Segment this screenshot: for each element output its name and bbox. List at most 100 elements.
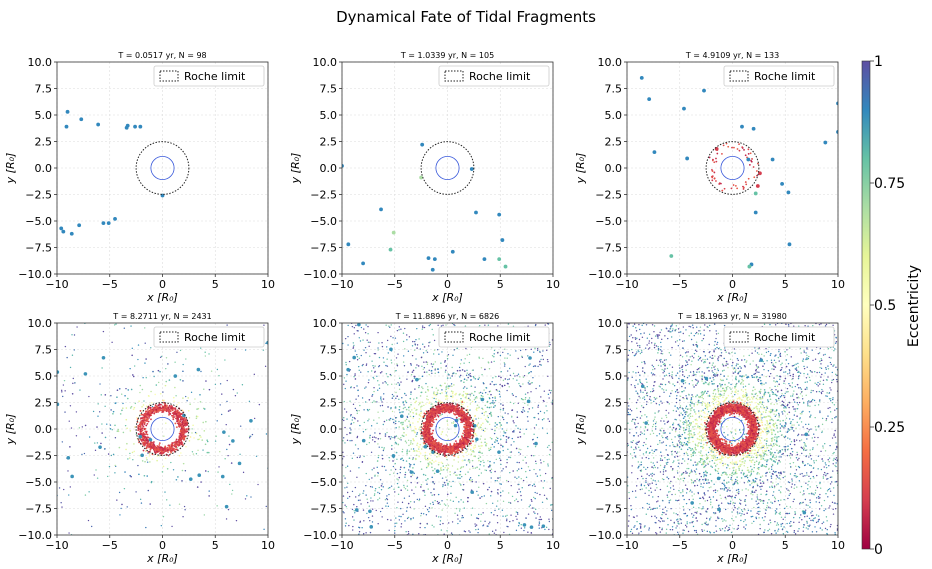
fragment-point xyxy=(364,428,367,431)
fragment-point xyxy=(534,347,536,350)
fragment-point xyxy=(370,370,373,372)
fragment-point xyxy=(383,448,385,450)
fragment-point xyxy=(464,459,466,461)
fragment-point xyxy=(145,457,148,459)
y-tick-label: 5.0 xyxy=(320,109,338,122)
y-tick-label: 7.5 xyxy=(35,83,53,96)
y-tick-label: −7.5 xyxy=(310,242,337,255)
x-tick-label: −10 xyxy=(330,278,353,291)
fragment-point xyxy=(413,508,415,510)
fragment-point xyxy=(112,453,115,456)
fragment-point xyxy=(176,420,178,423)
fragment-point xyxy=(423,404,425,407)
fragment-point xyxy=(413,340,416,343)
fragment-point xyxy=(397,437,399,440)
y-tick-label: 0.0 xyxy=(35,162,53,175)
fragment-point xyxy=(472,467,474,469)
fragment-point xyxy=(455,411,458,413)
fragment-point xyxy=(414,486,417,488)
fragment-point xyxy=(378,356,381,359)
fragment-point xyxy=(503,432,505,434)
fragment-point xyxy=(466,369,468,372)
fragment-point xyxy=(216,420,218,422)
fragment-point xyxy=(356,412,359,415)
fragment-point xyxy=(484,438,486,440)
fragment-point xyxy=(480,394,483,397)
fragment-point xyxy=(418,498,421,500)
fragment-point xyxy=(374,401,377,403)
fragment-point xyxy=(118,491,121,494)
fragment-point xyxy=(437,389,439,391)
fragment-point xyxy=(539,493,541,496)
fragment-point xyxy=(129,430,132,432)
fragment-point xyxy=(130,405,133,408)
fragment-point xyxy=(780,182,784,186)
fragment-point xyxy=(451,422,453,424)
fragment-point xyxy=(167,408,170,411)
fragment-point xyxy=(420,424,422,427)
fragment-point xyxy=(743,148,745,151)
fragment-point xyxy=(207,451,210,454)
fragment-point xyxy=(495,436,498,439)
fragment-point xyxy=(406,339,408,341)
fragment-point xyxy=(133,450,136,453)
fragment-point xyxy=(493,462,495,464)
fragment-point xyxy=(425,403,427,405)
fragment-point xyxy=(502,416,504,419)
fragment-point xyxy=(446,493,449,496)
fragment-point xyxy=(753,191,758,196)
fragment-point xyxy=(442,522,444,525)
y-tick-label: 5.0 xyxy=(35,109,53,122)
fragment-point xyxy=(364,401,367,403)
fragment-point xyxy=(501,384,504,387)
fragment-point xyxy=(529,484,531,486)
fragment-point xyxy=(430,410,432,413)
fragment-point xyxy=(474,401,477,403)
fragment-point xyxy=(190,391,193,394)
fragment-point xyxy=(530,454,533,457)
fragment-point xyxy=(452,450,454,453)
fragment-point xyxy=(378,446,380,448)
fragment-point xyxy=(464,325,467,327)
fragment-point xyxy=(438,353,440,355)
fragment-point xyxy=(786,190,791,195)
fragment-point xyxy=(471,369,474,372)
fragment-point xyxy=(412,415,415,418)
fragment-point xyxy=(406,485,408,487)
fragment-point xyxy=(398,383,401,385)
fragment-point xyxy=(434,499,436,502)
fragment-point xyxy=(394,406,397,408)
fragment-point xyxy=(429,503,432,505)
fragment-point xyxy=(157,369,160,372)
fragment-point xyxy=(440,461,443,464)
fragment-point xyxy=(524,402,526,405)
fragment-point xyxy=(380,489,383,491)
fragment-point xyxy=(520,524,522,526)
fragment-point xyxy=(483,414,485,416)
fragment-point xyxy=(420,406,422,408)
fragment-point xyxy=(522,459,524,462)
fragment-point xyxy=(436,441,438,444)
fragment-point xyxy=(165,499,168,501)
fragment-point xyxy=(416,344,419,346)
fragment-point xyxy=(505,441,508,443)
fragment-point xyxy=(481,373,483,376)
fragment-point xyxy=(496,440,498,442)
fragment-point xyxy=(451,392,454,395)
fragment-point xyxy=(522,409,524,411)
fragment-point xyxy=(482,257,487,262)
fragment-point xyxy=(389,473,391,476)
fragment-point xyxy=(502,407,505,410)
fragment-point xyxy=(380,399,382,401)
fragment-point xyxy=(482,525,484,527)
fragment-point xyxy=(98,411,101,413)
fragment-point xyxy=(372,365,374,367)
fragment-point xyxy=(362,533,365,535)
fragment-point xyxy=(385,419,388,421)
y-tick-label: 7.5 xyxy=(320,83,338,96)
fragment-point xyxy=(472,375,475,378)
fragment-point xyxy=(435,515,438,517)
fragment-point xyxy=(430,422,433,425)
fragment-point xyxy=(197,438,199,441)
fragment-point xyxy=(462,483,465,486)
